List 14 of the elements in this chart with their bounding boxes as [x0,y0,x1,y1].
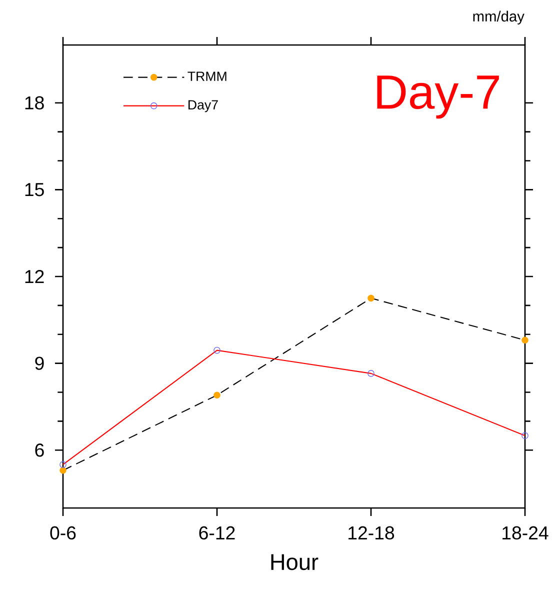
x-tick-label: 0-6 [50,526,76,540]
y-tick-label: 18 [25,96,44,110]
x-axis-title: Hour [271,554,318,570]
legend-label: TRMM [188,72,226,81]
y-tick-label: 15 [25,183,44,196]
text: mm/day [473,10,524,24]
y-tick-label: 9 [35,356,44,370]
x-tick-label: 6-12 [199,526,235,540]
legend-label: Day7 [188,100,218,112]
y-tick-label: 12 [25,270,44,284]
y-tick-label: 6 [35,444,44,457]
annotation: Day-7 [377,76,499,119]
x-tick-label: 18-24 [502,526,548,540]
x-tick-label: 12-18 [348,526,394,540]
